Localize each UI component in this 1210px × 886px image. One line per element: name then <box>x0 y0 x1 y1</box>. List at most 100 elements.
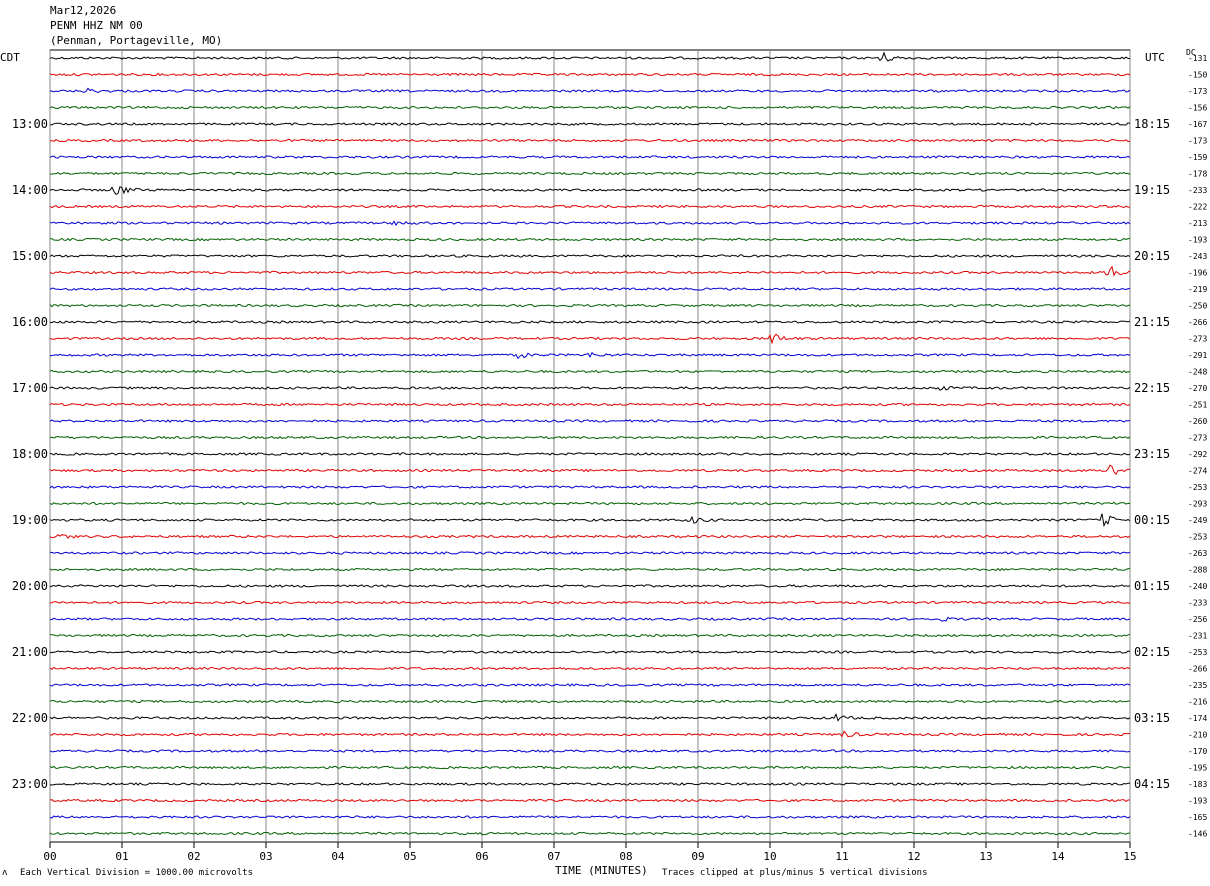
dc-offset-label: -270 <box>1188 384 1207 393</box>
station-location: (Penman, Portageville, MO) <box>50 34 223 47</box>
dc-offset-label: -183 <box>1188 780 1207 789</box>
dc-offset-label: -173 <box>1188 137 1207 146</box>
dc-offset-label: -250 <box>1188 302 1207 311</box>
seismic-trace-18 <box>49 351 1131 360</box>
cdt-hour-label: 23:00 <box>12 777 48 791</box>
dc-offset-label: -243 <box>1188 252 1207 261</box>
dc-offset-label: -195 <box>1188 764 1207 773</box>
seismic-trace-5 <box>49 138 1131 143</box>
cdt-hour-label: 22:00 <box>12 711 48 725</box>
dc-offset-label: -249 <box>1188 516 1207 525</box>
dc-offset-label: -274 <box>1188 467 1207 476</box>
dc-offset-label: -266 <box>1188 665 1207 674</box>
dc-offset-label: -291 <box>1188 351 1207 360</box>
seismic-trace-34 <box>49 616 1131 622</box>
clip-note: Traces clipped at plus/minus 5 vertical … <box>662 868 928 878</box>
dc-offset-label: -222 <box>1188 203 1207 212</box>
dc-offset-label: -193 <box>1188 236 1207 245</box>
dc-offset-label: -251 <box>1188 401 1207 410</box>
cdt-hour-label: 17:00 <box>12 381 48 395</box>
dc-offset-label: -131 <box>1188 54 1207 63</box>
utc-hour-label: 20:15 <box>1134 249 1170 263</box>
seismic-trace-16 <box>49 320 1131 324</box>
dc-offset-label: -170 <box>1188 747 1207 756</box>
x-tick-label: 02 <box>187 850 200 863</box>
scale-note-mark: ʌ <box>2 868 8 878</box>
dc-offset-label: -173 <box>1188 87 1207 96</box>
seismic-trace-25 <box>49 464 1131 476</box>
dc-offset-label: -156 <box>1188 104 1207 113</box>
seismic-trace-30 <box>49 551 1131 555</box>
seismic-trace-26 <box>49 485 1131 489</box>
x-tick-label: 08 <box>619 850 632 863</box>
seismic-trace-29 <box>49 534 1131 540</box>
plot-frame <box>49 49 1131 843</box>
seismic-trace-12 <box>49 254 1131 258</box>
utc-hour-label: 23:15 <box>1134 447 1170 461</box>
seismic-trace-19 <box>49 369 1131 374</box>
x-tick-label: 03 <box>259 850 272 863</box>
dc-offset-label: -248 <box>1188 368 1207 377</box>
seismic-trace-2 <box>49 87 1131 94</box>
cdt-hour-label: 15:00 <box>12 249 48 263</box>
x-tick-label: 14 <box>1051 850 1065 863</box>
cdt-hour-label: 21:00 <box>12 645 48 659</box>
dc-offset-label: -288 <box>1188 566 1207 575</box>
dc-offset-label: -159 <box>1188 153 1207 162</box>
seismic-trace-47 <box>49 831 1131 836</box>
seismic-trace-15 <box>49 303 1131 308</box>
dc-offset-label: -178 <box>1188 170 1207 179</box>
dc-offset-label: -213 <box>1188 219 1207 228</box>
seismic-trace-23 <box>49 435 1131 440</box>
seismic-trace-17 <box>49 333 1131 345</box>
seismic-trace-11 <box>49 237 1131 242</box>
seismic-trace-36 <box>49 650 1131 654</box>
seismic-trace-27 <box>49 501 1131 506</box>
vertical-scale-note: Each Vertical Division = 1000.00 microvo… <box>20 868 253 878</box>
x-tick-label: 07 <box>547 850 560 863</box>
dc-offset-header: DC <box>1186 48 1196 57</box>
x-axis-title: TIME (MINUTES) <box>555 864 648 877</box>
dc-offset-label: -273 <box>1188 335 1207 344</box>
x-tick-label: 09 <box>691 850 704 863</box>
cdt-hour-label: 20:00 <box>12 579 48 593</box>
seismic-trace-10 <box>49 220 1131 227</box>
seismic-trace-13 <box>49 265 1131 277</box>
dc-offset-label: -240 <box>1188 582 1207 591</box>
x-tick-label: 04 <box>331 850 345 863</box>
x-tick-label: 01 <box>115 850 128 863</box>
dc-offset-label: -174 <box>1188 714 1207 723</box>
x-tick-label: 06 <box>475 850 488 863</box>
seismic-trace-14 <box>49 287 1131 291</box>
seismic-trace-33 <box>49 600 1131 605</box>
cdt-hour-label: 18:00 <box>12 447 48 461</box>
utc-hour-label: 00:15 <box>1134 513 1170 527</box>
plot-date: Mar12,2026 <box>50 4 117 17</box>
dc-offset-label: -260 <box>1188 417 1207 426</box>
right-timezone-label: UTC <box>1145 51 1165 64</box>
seismic-trace-22 <box>49 419 1131 423</box>
utc-hour-label: 22:15 <box>1134 381 1170 395</box>
seismic-trace-8 <box>49 185 1131 196</box>
seismic-trace-38 <box>49 683 1131 687</box>
x-tick-label: 10 <box>763 850 776 863</box>
seismic-trace-39 <box>49 699 1131 704</box>
seismic-trace-44 <box>49 782 1131 786</box>
utc-hour-label: 21:15 <box>1134 315 1170 329</box>
dc-offset-label: -233 <box>1188 186 1207 195</box>
dc-offset-label: -231 <box>1188 632 1207 641</box>
dc-offset-label: -235 <box>1188 681 1207 690</box>
utc-hour-label: 03:15 <box>1134 711 1170 725</box>
seismic-trace-35 <box>49 633 1131 638</box>
seismic-trace-40 <box>49 712 1131 722</box>
seismic-trace-43 <box>49 765 1131 770</box>
seismic-trace-6 <box>49 155 1131 159</box>
utc-hour-label: 18:15 <box>1134 117 1170 131</box>
seismic-trace-31 <box>49 567 1131 572</box>
seismic-trace-41 <box>49 730 1131 738</box>
dc-offset-label: -219 <box>1188 285 1207 294</box>
seismic-trace-37 <box>49 666 1131 671</box>
seismic-trace-46 <box>49 815 1131 819</box>
dc-offset-label: -253 <box>1188 648 1207 657</box>
